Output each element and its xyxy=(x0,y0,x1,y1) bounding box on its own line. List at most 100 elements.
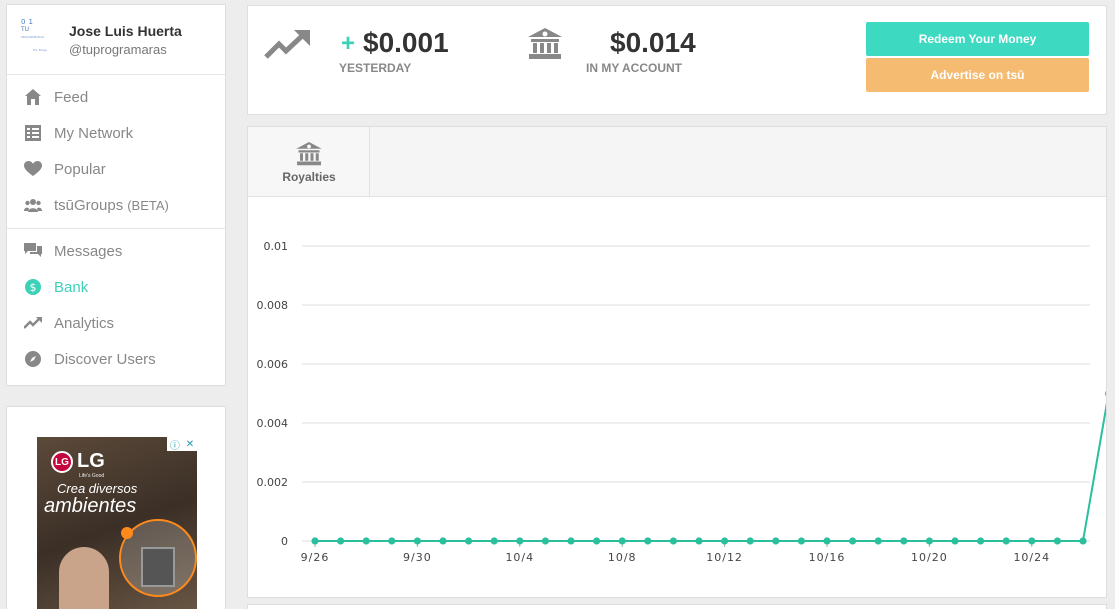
advertise-button[interactable]: Advertise on tsū xyxy=(866,58,1089,92)
y-tick-label: 0.008 xyxy=(257,299,289,312)
data-point xyxy=(695,537,703,545)
data-point xyxy=(849,537,857,545)
tab-royalties[interactable]: Royalties xyxy=(248,127,370,196)
royalties-panel: Royalties 0 0.002 0.004 0.006 0.008 0.01 9/26 9… xyxy=(247,126,1107,598)
ad-headline-2: ambientes xyxy=(44,495,137,517)
data-point xyxy=(951,537,959,545)
trend-up-icon xyxy=(264,30,310,65)
ad-container: LG LG Life's Good Crea diversos ambiente… xyxy=(6,406,226,609)
x-tick-label: 10/4 xyxy=(505,551,534,564)
x-tick-label: 9/26 xyxy=(301,551,330,564)
heart-icon xyxy=(24,160,42,178)
data-point xyxy=(516,537,524,545)
tab-bar: Royalties xyxy=(248,127,1106,197)
sidebar-item-label: Feed xyxy=(54,88,89,106)
sidebar-item-feed[interactable]: Feed xyxy=(7,79,225,115)
x-tick-label: 9/30 xyxy=(403,551,432,564)
svg-text:$: $ xyxy=(30,281,37,294)
data-point xyxy=(1079,537,1087,545)
ad-close-icon[interactable]: ✕ xyxy=(185,438,195,450)
x-tick-label: 10/12 xyxy=(706,551,743,564)
list-icon xyxy=(24,124,42,142)
nav-group-secondary: Messages $ Bank Analytics Discover Users xyxy=(7,229,225,382)
y-tick-label: 0.004 xyxy=(257,417,289,430)
sidebar-item-popular[interactable]: Popular xyxy=(7,151,225,187)
sidebar-item-label: Messages xyxy=(54,242,123,260)
data-point xyxy=(465,537,473,545)
bottom-panel xyxy=(247,604,1107,609)
data-point xyxy=(772,537,780,545)
bank-icon xyxy=(528,28,562,65)
data-point xyxy=(1105,391,1106,396)
y-tick-label: 0.01 xyxy=(264,240,289,253)
data-point xyxy=(1028,537,1036,545)
x-tick-label: 10/8 xyxy=(608,551,637,564)
royalties-line-chart: 0 0.002 0.004 0.006 0.008 0.01 9/26 9/30 10/4 10/… xyxy=(257,240,1106,564)
data-point xyxy=(1002,537,1010,545)
ad-dot xyxy=(121,527,133,539)
y-tick-label: 0.002 xyxy=(257,476,289,489)
data-point xyxy=(669,537,677,545)
data-point xyxy=(337,537,345,545)
profile-name[interactable]: Jose Luis Huerta xyxy=(69,23,182,39)
data-point xyxy=(490,537,498,545)
data-point xyxy=(567,537,575,545)
data-point xyxy=(618,537,626,545)
ad-info-icon[interactable]: ⓘ xyxy=(169,440,180,452)
ad-choices: ⓘ ✕ xyxy=(167,437,197,452)
lg-advertisement[interactable]: LG LG Life's Good Crea diversos ambiente… xyxy=(37,437,197,609)
sidebar-item-discover-users[interactable]: Discover Users xyxy=(7,341,225,377)
data-point xyxy=(900,537,908,545)
data-point xyxy=(874,537,882,545)
profile-handle[interactable]: @tuprogramaras xyxy=(69,42,167,57)
compass-icon xyxy=(24,350,42,368)
data-point xyxy=(413,537,421,545)
sidebar-item-label: Popular xyxy=(54,160,106,178)
data-point xyxy=(746,537,754,545)
bank-icon xyxy=(296,142,322,171)
data-point xyxy=(925,537,934,545)
data-point xyxy=(823,537,831,545)
data-point xyxy=(644,537,652,545)
home-icon xyxy=(24,88,42,106)
x-tick-label: 10/16 xyxy=(809,551,846,564)
sidebar-item-messages[interactable]: Messages xyxy=(7,233,225,269)
sidebar-item-tsu-groups[interactable]: tsūGroups (BETA) xyxy=(7,187,225,223)
group-icon xyxy=(24,196,42,214)
data-point xyxy=(388,537,396,545)
data-point xyxy=(439,537,447,545)
sidebar-item-bank[interactable]: $ Bank xyxy=(7,269,225,305)
data-point xyxy=(1053,537,1061,545)
sidebar-item-analytics[interactable]: Analytics xyxy=(7,305,225,341)
sidebar-item-label: Discover Users xyxy=(54,350,156,368)
dollar-icon: $ xyxy=(24,278,42,296)
data-point xyxy=(541,537,549,545)
y-tick-label: 0.006 xyxy=(257,358,289,371)
data-point xyxy=(362,537,370,545)
ad-brand-tag: Life's Good xyxy=(79,473,105,479)
ad-brand: LG xyxy=(77,450,105,472)
y-tick-label: 0 xyxy=(281,535,288,548)
sidebar-item-my-network[interactable]: My Network xyxy=(7,115,225,151)
profile-logo[interactable]: 01 TU PROGRAMARAS Por Blogs xyxy=(21,18,47,53)
lg-logo-icon: LG xyxy=(51,451,73,473)
nav-group-main: Feed My Network Popular tsūGroups (BETA) xyxy=(7,75,225,229)
data-point xyxy=(977,537,985,545)
account-value: $0.014 xyxy=(610,27,696,58)
bank-summary: + $0.001 YESTERDAY $0.014 IN MY ACCOUNT … xyxy=(247,5,1107,115)
profile-header: 01 TU PROGRAMARAS Por Blogs Jose Luis Hu… xyxy=(7,5,225,75)
data-point xyxy=(593,537,601,545)
data-point xyxy=(797,537,806,545)
redeem-money-button[interactable]: Redeem Your Money xyxy=(866,22,1089,56)
sidebar-item-label: tsūGroups xyxy=(54,196,124,214)
chat-icon xyxy=(24,242,42,260)
yesterday-plus: + xyxy=(341,30,356,57)
sidebar: 01 TU PROGRAMARAS Por Blogs Jose Luis Hu… xyxy=(6,4,226,386)
ad-headline-1: Crea diversos xyxy=(57,481,138,496)
yesterday-value: $0.001 xyxy=(363,27,449,58)
data-point xyxy=(311,537,319,545)
beta-badge: (BETA) xyxy=(127,197,169,213)
account-label: IN MY ACCOUNT xyxy=(586,61,682,75)
data-point xyxy=(721,537,729,545)
trend-icon xyxy=(24,314,42,332)
